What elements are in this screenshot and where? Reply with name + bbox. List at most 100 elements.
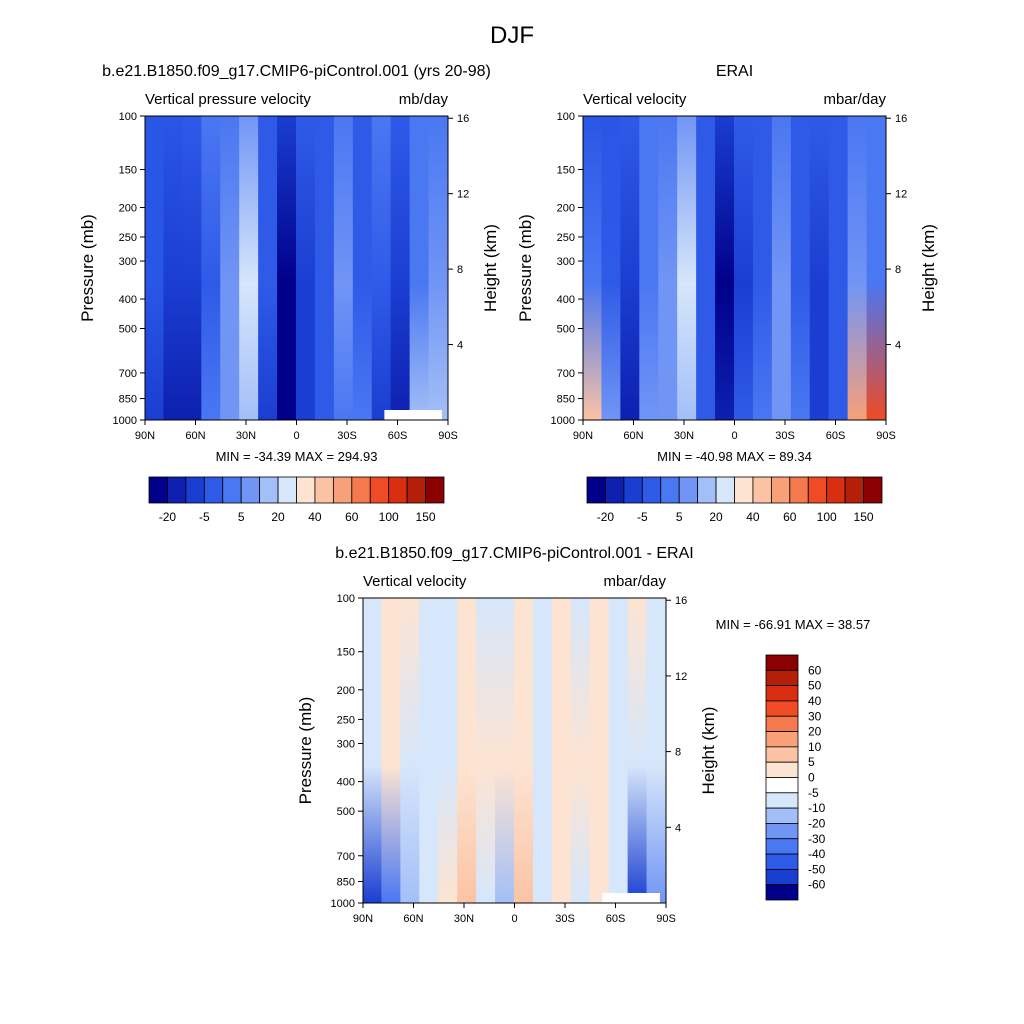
- colorbar-swatch: [765, 669, 799, 687]
- colorbar-label: 20: [808, 725, 822, 739]
- height-tick-label: 4: [675, 822, 681, 834]
- y-tick-label: 1000: [331, 898, 355, 910]
- colorbar-swatch: [388, 476, 408, 504]
- contour-field: [583, 116, 886, 420]
- y-tick-label: 300: [557, 256, 575, 268]
- colorbar-label: -60: [808, 878, 826, 892]
- y-tick-label: 400: [337, 777, 355, 789]
- contour-column: [601, 116, 622, 420]
- colorbar-label: 40: [746, 510, 760, 524]
- y-tick-label: 1000: [113, 415, 137, 427]
- contour-column: [715, 116, 735, 420]
- y-tick-label: 250: [119, 232, 137, 244]
- contour-column: [352, 116, 373, 420]
- height-tick-label: 16: [675, 595, 687, 607]
- x-tick-label: 30N: [236, 430, 256, 442]
- y-tick-label: 850: [557, 394, 575, 406]
- colorbar-swatch: [752, 476, 772, 504]
- y-tick-label: 150: [119, 165, 137, 177]
- min-max-stats: MIN = -66.91 MAX = 38.57: [716, 617, 871, 632]
- colorbar-swatch: [148, 476, 168, 504]
- y-tick-label: 250: [337, 714, 355, 726]
- colorbar-swatch: [765, 807, 799, 824]
- colorbar-label: -10: [808, 801, 826, 815]
- contour-column: [809, 116, 830, 420]
- colorbar-swatch: [765, 746, 799, 763]
- y-tick-label: 500: [119, 323, 137, 335]
- height-tick-label: 12: [895, 189, 907, 201]
- x-tick-label: 60N: [185, 430, 205, 442]
- min-max-stats: MIN = -40.98 MAX = 89.34: [657, 449, 812, 464]
- contour-column: [428, 116, 448, 420]
- x-tick-label: 90N: [353, 913, 373, 925]
- colorbar-swatch: [765, 761, 799, 778]
- contour-column: [696, 116, 717, 420]
- x-tick-label: 30S: [775, 430, 795, 442]
- contour-column: [239, 116, 260, 420]
- colorbar-swatch: [660, 476, 680, 504]
- colorbar-swatch: [734, 476, 754, 504]
- contour-column: [658, 116, 679, 420]
- panel-subtitle-left: Vertical pressure velocity: [145, 91, 311, 108]
- height-tick-label: 4: [457, 340, 463, 352]
- y-tick-label: 200: [337, 685, 355, 697]
- x-tick-label: 90S: [656, 913, 676, 925]
- missing-data-patch: [384, 410, 442, 420]
- colorbar-swatch: [697, 476, 717, 504]
- y-tick-label: 150: [557, 165, 575, 177]
- y-tick-label: 100: [337, 593, 355, 605]
- height-tick-label: 12: [457, 189, 469, 201]
- colorbar-swatch: [314, 476, 334, 504]
- colorbar-swatch: [765, 715, 799, 732]
- colorbar-label: -5: [808, 786, 819, 800]
- contour-column: [589, 598, 610, 903]
- x-tick-label: 0: [731, 430, 737, 442]
- colorbar-label: -5: [199, 510, 210, 524]
- y-tick-label: 850: [119, 394, 137, 406]
- colorbar-swatch: [765, 777, 799, 794]
- colorbar-label: 0: [808, 771, 815, 785]
- contour-column: [627, 598, 648, 903]
- contour-column: [734, 116, 754, 420]
- panel-units: mb/day: [399, 91, 449, 108]
- x-tick-label: 60S: [606, 913, 626, 925]
- y-tick-label: 300: [119, 256, 137, 268]
- colorbar-label: 5: [238, 510, 245, 524]
- height-tick-label: 12: [675, 671, 687, 683]
- colorbar-swatch: [844, 476, 864, 504]
- contour-column: [570, 598, 591, 903]
- colorbar-swatch: [167, 476, 187, 504]
- contour-column: [457, 598, 478, 903]
- colorbar-swatch: [406, 476, 426, 504]
- colorbar-swatch: [715, 476, 735, 504]
- contour-column: [608, 598, 629, 903]
- x-tick-label: 60N: [403, 913, 423, 925]
- x-tick-label: 60S: [388, 430, 408, 442]
- colorbar-swatch: [277, 476, 297, 504]
- y-tick-label: 1000: [551, 415, 575, 427]
- colorbar-swatch: [789, 476, 809, 504]
- y-tick-label: 100: [557, 111, 575, 123]
- height-axis-label: Height (km): [481, 224, 500, 312]
- contour-column: [381, 598, 402, 903]
- y-tick-label: 200: [557, 203, 575, 215]
- colorbar: -20 -5 5 20 40 60 100 150: [148, 476, 445, 524]
- colorbar-swatch: [765, 731, 799, 748]
- height-axis-label: Height (km): [699, 707, 718, 795]
- height-tick-label: 16: [895, 113, 907, 125]
- y-axis-label: Pressure (mb): [516, 214, 535, 322]
- colorbar-swatch: [765, 700, 799, 717]
- colorbar-swatch: [605, 476, 625, 504]
- contour-column: [532, 598, 553, 903]
- y-tick-label: 400: [557, 294, 575, 306]
- contour-column: [752, 116, 773, 420]
- x-tick-label: 30S: [337, 430, 357, 442]
- colorbar-label: 150: [416, 510, 436, 524]
- height-tick-label: 8: [457, 264, 463, 276]
- height-tick-label: 8: [895, 264, 901, 276]
- contour-column: [790, 116, 811, 420]
- y-tick-label: 700: [337, 851, 355, 863]
- y-tick-label: 100: [119, 111, 137, 123]
- figure-title: DJF: [490, 22, 534, 49]
